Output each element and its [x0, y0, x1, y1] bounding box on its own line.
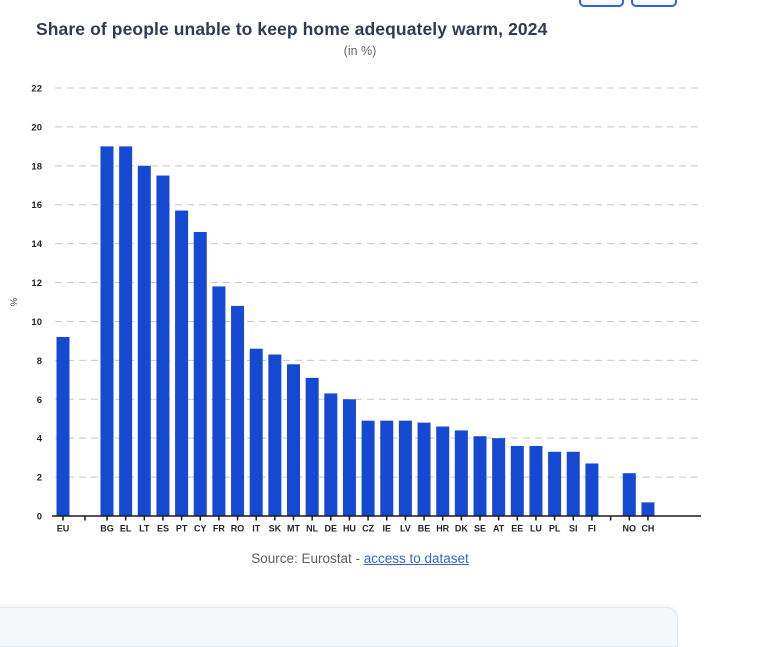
bar-SE[interactable] — [473, 436, 487, 516]
y-tick-label: 6 — [37, 395, 42, 406]
bar-chart: 0 2 4 6 8 10 12 14 16 18 20 22% EU BG EL LT ES PT CY FR RO IT… — [9, 84, 701, 534]
bar-BG[interactable] — [100, 146, 114, 516]
y-tick-label: 22 — [31, 84, 42, 95]
x-tick-label: LT — [139, 524, 150, 534]
x-tick-label: DK — [455, 524, 468, 534]
bar-LU[interactable] — [529, 445, 543, 516]
x-tick-label: AT — [493, 524, 505, 534]
x-tick-label: BE — [418, 524, 431, 534]
x-tick-label: IE — [382, 524, 391, 534]
y-tick-label: 8 — [37, 356, 42, 367]
y-tick-label: 16 — [31, 200, 42, 211]
x-tick-label: SK — [269, 524, 282, 534]
bar-CH[interactable] — [641, 502, 655, 516]
x-tick-label: FR — [213, 524, 225, 534]
y-tick-label: 20 — [31, 122, 42, 133]
source-line: Source: Eurostat - access to dataset — [0, 551, 720, 566]
x-tick-label: PL — [549, 524, 561, 534]
x-tick-label: EE — [511, 524, 523, 534]
y-tick-label: 14 — [31, 239, 42, 250]
x-tick-label: NO — [623, 524, 637, 534]
y-tick-label: 18 — [31, 161, 42, 172]
x-tick-label: PT — [176, 524, 188, 534]
x-tick-label: RO — [231, 524, 245, 534]
bar-MT[interactable] — [287, 364, 300, 516]
x-tick-label: EU — [57, 524, 70, 534]
bar-LT[interactable] — [137, 165, 151, 516]
bar-PT[interactable] — [175, 210, 189, 517]
x-tick-label: EL — [120, 524, 132, 534]
y-tick-label: 4 — [37, 434, 43, 445]
x-tick-label: BG — [100, 524, 114, 534]
x-tick-label: FI — [588, 524, 596, 534]
bar-IT[interactable] — [249, 348, 263, 516]
x-tick-label: CH — [641, 524, 654, 534]
bar-DE[interactable] — [324, 393, 338, 516]
x-tick-label: CZ — [362, 524, 374, 534]
bar-HU[interactable] — [342, 399, 356, 516]
x-tick-label: ES — [157, 524, 169, 534]
access-dataset-link[interactable]: access to dataset — [363, 551, 469, 566]
bar-AT[interactable] — [492, 438, 506, 516]
bar-PL[interactable] — [548, 451, 562, 516]
y-tick-label: 12 — [31, 278, 42, 289]
bar-BE[interactable] — [417, 422, 431, 516]
bar-ES[interactable] — [156, 175, 170, 516]
x-tick-label: DE — [325, 524, 338, 534]
bar-CY[interactable] — [193, 231, 207, 516]
bar-SK[interactable] — [268, 354, 282, 516]
bar-FI[interactable] — [585, 463, 599, 516]
x-tick-label: HR — [436, 524, 449, 534]
bar-RO[interactable] — [231, 305, 245, 516]
bar-EE[interactable] — [510, 445, 524, 516]
bar-NL[interactable] — [305, 377, 319, 516]
y-tick-label: 0 — [37, 512, 42, 523]
x-tick-label: NL — [306, 524, 318, 534]
y-tick-label: 2 — [37, 473, 42, 484]
x-tick-label: LU — [530, 524, 542, 534]
x-tick-label: HU — [343, 524, 356, 534]
chart-subtitle: (in %) — [343, 44, 377, 58]
x-tick-label: SI — [569, 524, 578, 534]
bar-FR[interactable] — [212, 286, 226, 516]
x-tick-label: LV — [400, 524, 411, 534]
bar-IE[interactable] — [380, 420, 394, 516]
x-tick-label: SE — [474, 524, 486, 534]
source-text: Source: Eurostat - — [251, 551, 364, 566]
x-tick-label: CY — [194, 524, 207, 534]
bar-DK[interactable] — [454, 430, 468, 516]
x-tick-label: IT — [252, 524, 261, 534]
bar-HR[interactable] — [436, 426, 450, 516]
bar-EU[interactable] — [56, 337, 70, 516]
toolbar-button-left[interactable] — [579, 0, 624, 7]
chart-title: Share of people unable to keep home adeq… — [36, 19, 548, 39]
bar-CZ[interactable] — [361, 420, 375, 516]
y-axis-title: % — [9, 297, 20, 306]
y-tick-label: 10 — [31, 317, 42, 328]
bar-LV[interactable] — [398, 420, 412, 516]
bottom-panel — [0, 607, 678, 647]
bar-EL[interactable] — [119, 146, 133, 516]
toolbar-button-right[interactable] — [631, 0, 677, 7]
bar-SI[interactable] — [566, 451, 580, 516]
bar-NO[interactable] — [622, 473, 636, 516]
x-tick-label: MT — [287, 524, 300, 534]
